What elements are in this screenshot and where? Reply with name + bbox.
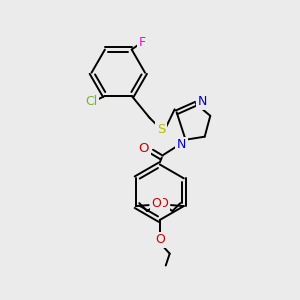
Text: Cl: Cl	[85, 95, 97, 108]
Text: S: S	[157, 123, 166, 136]
Text: O: O	[139, 142, 149, 155]
Text: O: O	[158, 196, 168, 210]
Text: F: F	[139, 36, 146, 49]
Text: N: N	[198, 95, 208, 108]
Text: N: N	[177, 138, 186, 151]
Text: O: O	[152, 196, 161, 210]
Text: O: O	[155, 233, 165, 246]
